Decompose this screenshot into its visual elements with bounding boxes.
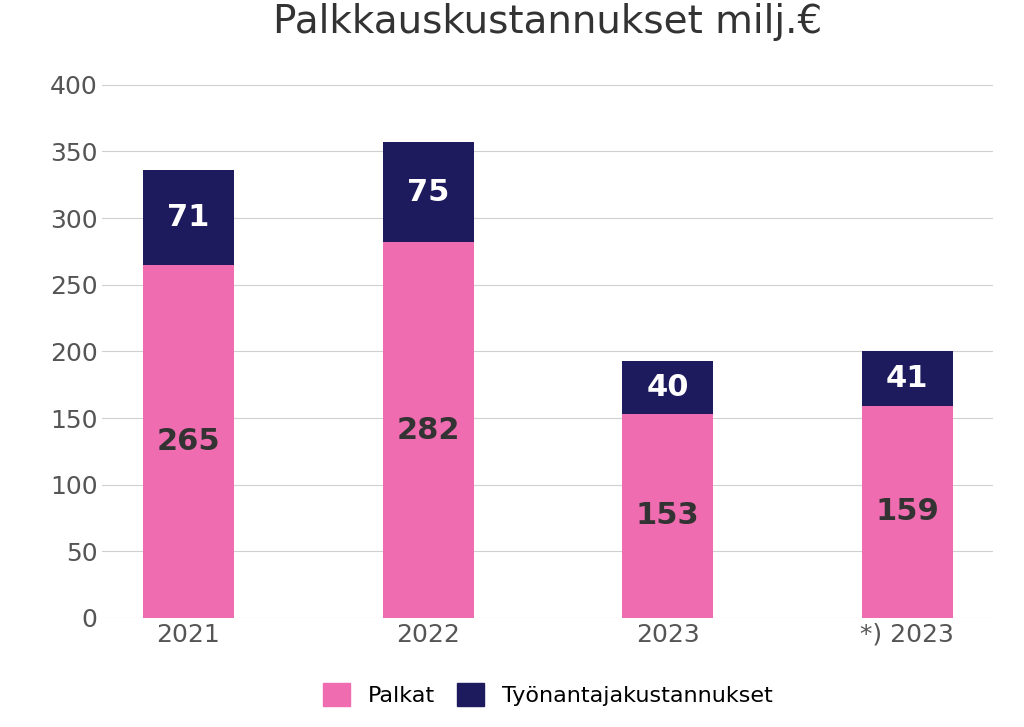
Bar <box>383 242 473 618</box>
Bar <box>623 361 713 414</box>
Text: 153: 153 <box>636 502 699 531</box>
Bar <box>862 406 952 618</box>
Text: 41: 41 <box>886 364 929 393</box>
Bar <box>862 351 952 406</box>
Bar <box>623 414 713 618</box>
Text: 75: 75 <box>407 177 450 206</box>
Legend: Palkat, Työnantajakustannukset: Palkat, Työnantajakustannukset <box>314 674 781 715</box>
Bar <box>143 265 233 618</box>
Bar <box>383 142 473 242</box>
Text: 282: 282 <box>396 416 460 444</box>
Text: 265: 265 <box>157 427 220 456</box>
Text: 40: 40 <box>646 373 689 402</box>
Text: 71: 71 <box>167 203 210 232</box>
Text: 159: 159 <box>876 497 939 526</box>
Title: Palkkauskustannukset milj.€: Palkkauskustannukset milj.€ <box>273 3 822 41</box>
Bar <box>143 170 233 265</box>
